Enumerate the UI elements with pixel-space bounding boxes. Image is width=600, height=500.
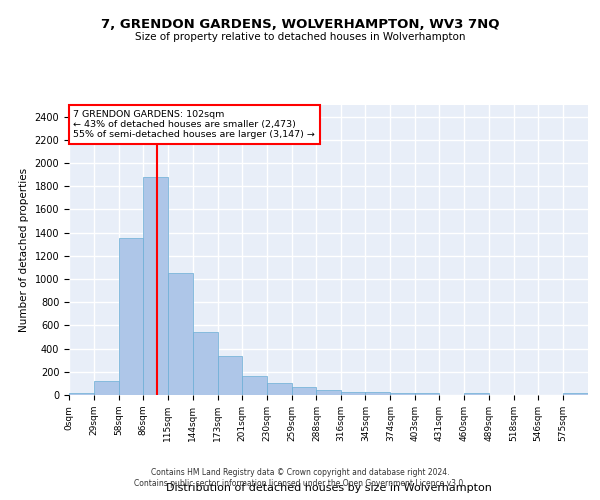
- Bar: [69, 394, 94, 395]
- X-axis label: Distribution of detached houses by size in Wolverhampton: Distribution of detached houses by size …: [166, 483, 491, 493]
- Bar: [218, 356, 242, 395]
- Bar: [391, 392, 415, 395]
- Bar: [193, 332, 218, 395]
- Bar: [119, 238, 143, 395]
- Bar: [94, 381, 119, 395]
- Bar: [341, 392, 365, 395]
- Y-axis label: Number of detached properties: Number of detached properties: [19, 168, 29, 332]
- Bar: [316, 390, 341, 395]
- Bar: [168, 273, 193, 395]
- Bar: [563, 394, 588, 395]
- Text: 7 GRENDON GARDENS: 102sqm
← 43% of detached houses are smaller (2,473)
55% of se: 7 GRENDON GARDENS: 102sqm ← 43% of detac…: [73, 110, 315, 140]
- Bar: [464, 392, 489, 395]
- Bar: [242, 376, 266, 395]
- Text: Size of property relative to detached houses in Wolverhampton: Size of property relative to detached ho…: [135, 32, 465, 42]
- Bar: [415, 394, 439, 395]
- Text: 7, GRENDON GARDENS, WOLVERHAMPTON, WV3 7NQ: 7, GRENDON GARDENS, WOLVERHAMPTON, WV3 7…: [101, 18, 499, 30]
- Bar: [143, 177, 168, 395]
- Bar: [266, 383, 292, 395]
- Bar: [365, 392, 391, 395]
- Bar: [292, 388, 316, 395]
- Text: Contains HM Land Registry data © Crown copyright and database right 2024.
Contai: Contains HM Land Registry data © Crown c…: [134, 468, 466, 487]
